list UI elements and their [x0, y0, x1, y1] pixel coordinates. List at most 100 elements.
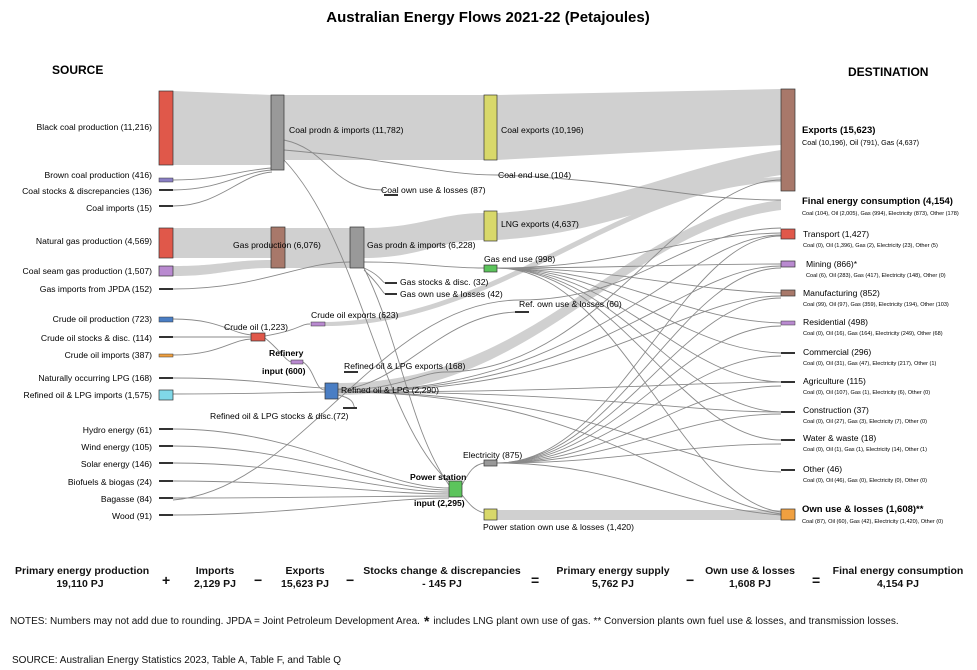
intermediate-nodes [250, 94, 529, 521]
node-label: Ref. own use & losses (60) [519, 299, 622, 309]
flow-ps-own-use [497, 510, 781, 520]
node-label: Refined oil & LPG (2,290) [341, 385, 439, 395]
node-refined-imports [158, 389, 174, 401]
node-label: Refined oil & LPG exports (168) [344, 361, 465, 371]
node-crude-prod [158, 316, 174, 323]
node-label: Refined oil & LPG stocks & disc.(72) [210, 411, 349, 421]
node-label: input (600) [262, 366, 306, 376]
node-label: input (2,295) [414, 498, 465, 508]
dest-label: Final energy consumption (4,154) [802, 196, 953, 207]
eq-operator: = [531, 572, 540, 588]
node-coal-own [384, 194, 398, 196]
flow-lng-exports [497, 150, 781, 240]
node-crude-exports [310, 321, 326, 327]
node-own-use [780, 508, 796, 521]
node-electricity [483, 459, 498, 467]
node-crude-imports [158, 353, 174, 358]
eq-operator: − [346, 572, 355, 588]
node-gas-own [385, 293, 397, 295]
node-bagasse [159, 497, 173, 499]
eq-primary: Primary energy production 19,110 PJ [15, 565, 150, 591]
dest-detail: Coal (104), Oil (2,005), Gas (994), Elec… [802, 211, 959, 217]
node-brown-coal [158, 177, 174, 183]
dest-detail: Coal (0), Oil (1,396), Gas (2), Electric… [803, 243, 938, 249]
notes-text: includes LNG plant own use of gas. ** Co… [433, 616, 899, 627]
dest-label: Agriculture (115) [803, 376, 866, 386]
dest-detail: Coal (6), Oil (283), Gas (417), Electric… [806, 273, 946, 279]
eq-exports: Exports 15,623 PJ [270, 565, 340, 591]
source-label: Bagasse (84) [101, 494, 152, 504]
dest-detail: Coal (10,196), Oil (791), Gas (4,637) [802, 138, 919, 147]
node-gas-stocks [385, 282, 397, 284]
node-residential [780, 320, 796, 326]
source-label: Biofuels & biogas (24) [68, 477, 152, 487]
flow-coal-exports-dest [497, 89, 781, 160]
node-label: Coal end use (104) [498, 170, 571, 180]
dest-detail: Coal (0), Oil (107), Gas (1), Electricit… [803, 390, 930, 396]
node-label: Gas end use (998) [484, 254, 555, 264]
node-solar [159, 462, 173, 464]
node-commercial [781, 352, 795, 354]
node-manufacturing [780, 289, 796, 297]
node-water [781, 439, 795, 441]
source-label: Crude oil imports (387) [65, 350, 153, 360]
notes: NOTES: Numbers may not add due to roundi… [10, 611, 899, 629]
node-wind [159, 445, 173, 447]
node-label: LNG exports (4,637) [501, 219, 579, 229]
node-crude-oil [250, 332, 266, 342]
dest-label: Manufacturing (852) [803, 288, 880, 298]
flow-black-coal [173, 91, 272, 165]
node-gas-prodn [349, 226, 365, 269]
node-label: Power station own use & losses (1,420) [483, 522, 634, 532]
dest-detail: Coal (0), Oil (1), Gas (1), Electricity … [803, 447, 927, 453]
source-label: Coal imports (15) [86, 203, 152, 213]
eq-final: Final energy consumption 4,154 PJ [828, 565, 968, 591]
source-markers [158, 90, 174, 516]
eq-label: Exports [285, 565, 325, 577]
dest-label: Own use & losses (1,608)** [802, 504, 924, 515]
node-mining [780, 260, 796, 268]
eq-label: Final energy consumption [832, 565, 964, 577]
node-coal-exports [483, 94, 498, 161]
flow-csg [173, 260, 271, 276]
dest-label: Residential (498) [803, 317, 868, 327]
node-gas-jpda [159, 288, 173, 290]
node-label: Crude oil exports (623) [311, 310, 399, 320]
node-black-coal [158, 90, 174, 166]
eq-label: Primary energy production [15, 565, 150, 577]
source-label: Wind energy (105) [81, 442, 152, 452]
flow-lines [172, 139, 782, 516]
eq-supply: Primary energy supply 5,762 PJ [553, 565, 673, 591]
eq-label: Own use & losses [705, 565, 795, 577]
flow-bands [173, 89, 781, 520]
dest-label: Other (46) [803, 464, 842, 474]
node-agriculture [781, 381, 795, 383]
node-label: Gas prodn & imports (6,228) [367, 240, 476, 250]
source-labels: Black coal production (11,216) Brown coa… [22, 122, 152, 521]
source-label: Crude oil stocks & disc. (114) [41, 333, 152, 343]
source-label: Natural gas production (4,569) [36, 236, 152, 246]
node-label: Crude oil (1,223) [224, 322, 288, 332]
eq-own-use: Own use & losses 1,608 PJ [700, 565, 800, 591]
node-exports [780, 88, 796, 192]
dest-detail: Coal (0), Oil (16), Gas (164), Electrici… [803, 331, 943, 337]
node-wood [159, 514, 173, 516]
source-label: Wood (91) [112, 511, 152, 521]
node-refined [324, 382, 339, 400]
diagram-title: Australian Energy Flows 2021-22 (Petajou… [326, 9, 649, 26]
eq-value: - 145 PJ [422, 578, 462, 590]
node-label: Gas own use & losses (42) [400, 289, 503, 299]
node-label: Refinery [269, 348, 304, 358]
source-label: Refined oil & LPG imports (1,575) [24, 390, 153, 400]
intermediate-labels: Coal prodn & imports (11,782) Coal expor… [210, 125, 634, 532]
eq-label: Stocks change & discrepancies [363, 565, 521, 577]
node-label: Electricity (875) [463, 450, 522, 460]
source-note: SOURCE: Australian Energy Statistics 202… [12, 655, 342, 666]
source-label: Gas imports from JPDA (152) [40, 284, 152, 294]
source-header: SOURCE [52, 63, 103, 77]
dest-detail: Coal (0), Oil (31), Gas (47), Electricit… [803, 361, 936, 367]
dest-detail: Coal (87), Oil (60), Gas (42), Electrici… [802, 519, 943, 525]
node-natural-gas [158, 227, 174, 259]
eq-value: 15,623 PJ [281, 578, 329, 590]
dest-detail: Coal (99), Oil (97), Gas (359), Electric… [803, 302, 949, 308]
